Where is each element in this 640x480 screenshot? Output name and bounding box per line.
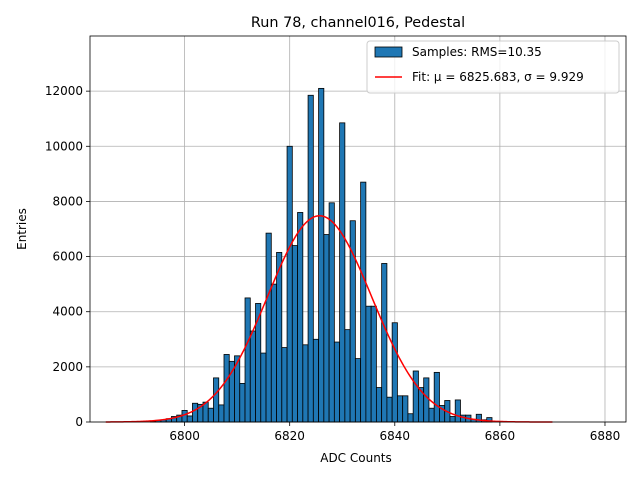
histogram-bar — [375, 387, 383, 423]
y-tick-label: 6000 — [52, 250, 83, 264]
histogram-bar — [428, 407, 435, 423]
histogram-bar — [407, 413, 414, 423]
chart-title: Run 78, channel016, Pedestal — [251, 15, 465, 31]
histogram-bar — [260, 352, 267, 423]
histogram-bar — [265, 232, 272, 423]
x-tick-label: 6860 — [485, 429, 516, 443]
histogram-bar — [270, 283, 277, 423]
histogram-bar — [391, 322, 398, 423]
histogram-bar — [181, 410, 188, 423]
histogram-bar — [276, 252, 283, 423]
histogram-bar — [249, 330, 256, 423]
histogram-bar — [297, 212, 304, 423]
histogram-bar — [286, 145, 293, 423]
histogram-bar — [433, 371, 440, 423]
histogram-bar — [223, 354, 230, 423]
fit-curve-layer — [105, 215, 553, 423]
histogram-bar — [207, 407, 214, 423]
histogram-bar — [328, 202, 335, 423]
y-axis-label: Entries — [15, 208, 29, 250]
histogram-bar — [281, 347, 288, 423]
histogram-bar — [360, 181, 367, 423]
histogram-bar — [449, 416, 456, 423]
x-axis-label: ADC Counts — [320, 451, 392, 465]
histogram-bar — [323, 234, 330, 423]
histogram-bars — [150, 87, 493, 423]
histogram-bar — [381, 263, 388, 423]
y-tick-label: 8000 — [52, 194, 83, 208]
histogram-bar — [386, 396, 393, 423]
histogram-bar — [192, 402, 199, 423]
x-axis-ticks: 6800 6820 6840 6860 6880 — [169, 422, 620, 443]
histogram-bar — [239, 382, 246, 423]
histogram-bar — [218, 404, 225, 423]
y-tick-label: 4000 — [52, 305, 83, 319]
histogram-bar — [186, 415, 193, 423]
histogram-bar — [365, 305, 372, 423]
histogram-bar — [454, 399, 461, 423]
y-tick-label: 10000 — [45, 139, 83, 153]
histogram-bar — [291, 245, 298, 423]
y-axis-ticks: 0 2000 4000 6000 8000 10000 12000 — [45, 84, 90, 429]
x-tick-label: 6840 — [380, 429, 411, 443]
histogram-bar — [312, 338, 319, 423]
x-tick-label: 6820 — [274, 429, 305, 443]
histogram-bar — [423, 377, 430, 423]
axes-frame — [89, 35, 627, 423]
legend-fit-label: Fit: μ = 6825.683, σ = 9.929 — [412, 70, 584, 84]
legend-histogram-swatch — [374, 46, 403, 58]
legend: Samples: RMS=10.35 Fit: μ = 6825.683, σ … — [366, 40, 620, 94]
y-tick-label: 0 — [75, 415, 83, 429]
histogram-bar — [370, 305, 377, 423]
histogram-bar — [244, 297, 251, 423]
histogram-bar — [339, 122, 346, 423]
histogram-bar — [213, 377, 220, 423]
histogram-bar — [402, 395, 409, 423]
histogram-bar — [354, 358, 362, 423]
histogram-bar — [397, 395, 404, 423]
histogram-bar — [333, 341, 341, 423]
histogram-bar — [307, 94, 314, 423]
x-tick-label: 6800 — [169, 429, 200, 443]
histogram-bar — [344, 329, 351, 423]
legend-box — [366, 40, 620, 94]
x-tick-label: 6880 — [590, 429, 621, 443]
y-tick-label: 2000 — [52, 360, 83, 374]
fit-curve — [105, 215, 553, 423]
y-tick-label: 12000 — [45, 84, 83, 98]
histogram-bar — [302, 344, 309, 423]
histogram-bar — [318, 87, 325, 423]
histogram-bar — [412, 370, 419, 423]
legend-histogram-label: Samples: RMS=10.35 — [412, 45, 542, 59]
